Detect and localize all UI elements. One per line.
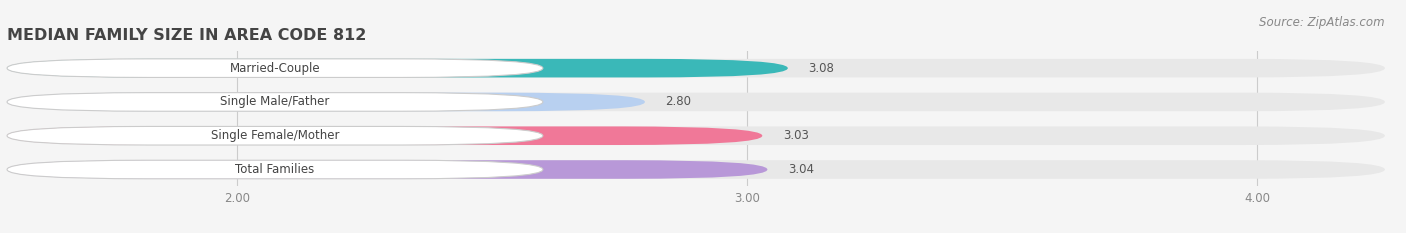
FancyBboxPatch shape [7, 59, 1385, 77]
Text: 2.80: 2.80 [665, 96, 692, 108]
Text: Single Female/Mother: Single Female/Mother [211, 129, 339, 142]
FancyBboxPatch shape [7, 160, 543, 179]
Text: 3.04: 3.04 [787, 163, 814, 176]
Text: Total Families: Total Families [235, 163, 315, 176]
Text: 3.08: 3.08 [808, 62, 834, 75]
FancyBboxPatch shape [7, 59, 787, 77]
FancyBboxPatch shape [7, 59, 543, 77]
Text: Source: ZipAtlas.com: Source: ZipAtlas.com [1260, 16, 1385, 29]
FancyBboxPatch shape [7, 93, 645, 111]
FancyBboxPatch shape [7, 160, 768, 179]
FancyBboxPatch shape [7, 93, 1385, 111]
Text: MEDIAN FAMILY SIZE IN AREA CODE 812: MEDIAN FAMILY SIZE IN AREA CODE 812 [7, 28, 367, 43]
Text: 3.03: 3.03 [783, 129, 808, 142]
FancyBboxPatch shape [7, 160, 1385, 179]
FancyBboxPatch shape [7, 127, 543, 145]
Text: Single Male/Father: Single Male/Father [221, 96, 329, 108]
FancyBboxPatch shape [7, 127, 1385, 145]
Text: Married-Couple: Married-Couple [229, 62, 321, 75]
FancyBboxPatch shape [7, 93, 543, 111]
FancyBboxPatch shape [7, 127, 762, 145]
